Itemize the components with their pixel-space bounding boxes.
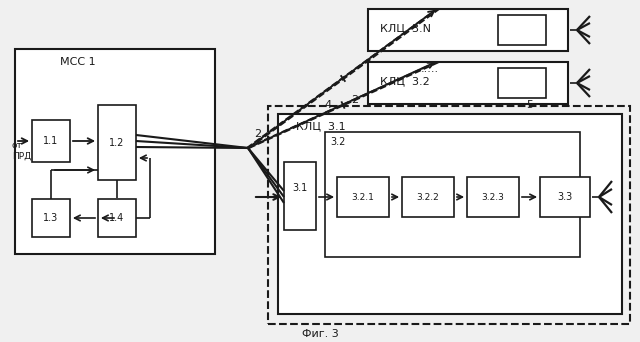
Text: 3.1: 3.1 (292, 183, 308, 193)
Text: 1.1: 1.1 (44, 136, 59, 146)
FancyBboxPatch shape (467, 177, 519, 217)
Text: КЛЦ  3.2: КЛЦ 3.2 (380, 76, 429, 86)
Text: 2: 2 (351, 95, 358, 105)
FancyBboxPatch shape (98, 199, 136, 237)
Text: .....: ..... (421, 64, 439, 74)
FancyBboxPatch shape (325, 132, 580, 257)
Text: 3.2.2: 3.2.2 (417, 193, 440, 201)
Text: КЛЦ  3.N: КЛЦ 3.N (380, 23, 431, 33)
Text: МСС 1: МСС 1 (60, 57, 95, 67)
Text: 4: 4 (324, 100, 332, 110)
FancyBboxPatch shape (284, 162, 316, 230)
FancyBboxPatch shape (98, 105, 136, 180)
FancyBboxPatch shape (498, 15, 546, 45)
FancyBboxPatch shape (540, 177, 590, 217)
FancyBboxPatch shape (368, 62, 568, 104)
Text: 3.3: 3.3 (557, 192, 573, 202)
FancyBboxPatch shape (498, 68, 546, 98)
FancyBboxPatch shape (402, 177, 454, 217)
Text: 5: 5 (527, 100, 534, 110)
Text: КЛЦ  3.1: КЛЦ 3.1 (296, 121, 346, 131)
Text: 1.2: 1.2 (109, 137, 125, 147)
FancyBboxPatch shape (32, 199, 70, 237)
Text: Фиг. 3: Фиг. 3 (301, 329, 339, 339)
Text: от
ПРД: от ПРД (12, 141, 31, 161)
FancyBboxPatch shape (15, 49, 215, 254)
Text: 3.2.3: 3.2.3 (481, 193, 504, 201)
Text: 3.2.1: 3.2.1 (351, 193, 374, 201)
FancyBboxPatch shape (32, 120, 70, 162)
Text: 3.2: 3.2 (330, 137, 346, 147)
FancyBboxPatch shape (337, 177, 389, 217)
Text: 1.3: 1.3 (44, 213, 59, 223)
FancyBboxPatch shape (368, 9, 568, 51)
Text: 1.4: 1.4 (109, 213, 125, 223)
FancyBboxPatch shape (278, 114, 622, 314)
Text: 2: 2 (255, 129, 262, 139)
